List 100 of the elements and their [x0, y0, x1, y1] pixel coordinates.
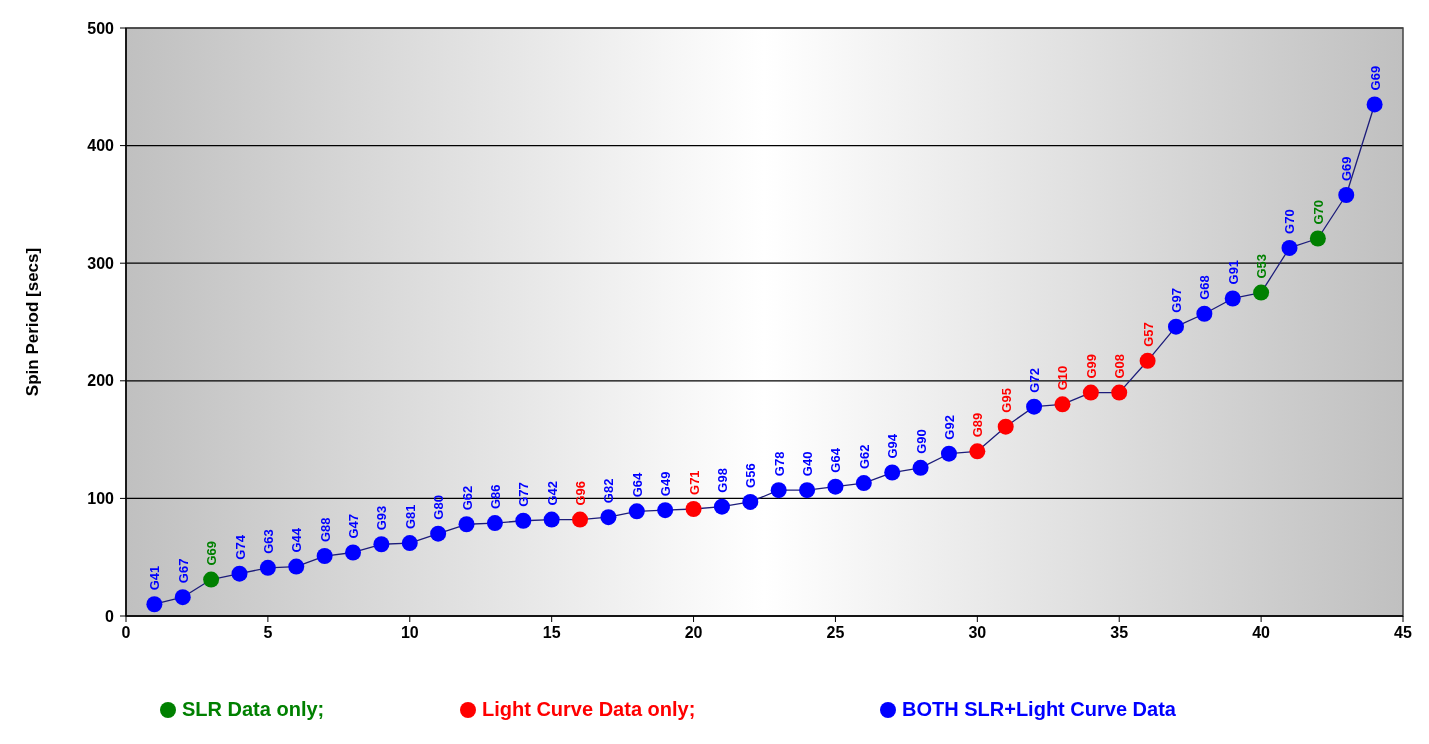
point — [373, 536, 390, 553]
legend-label: SLR Data only; — [182, 698, 325, 720]
annotation: G89 — [970, 412, 986, 438]
annotation: G82 — [601, 478, 617, 504]
x-tick-label: 35 — [1110, 624, 1129, 641]
point — [1281, 239, 1298, 256]
annotation: G69 — [1339, 156, 1355, 181]
annotation: G70 — [1310, 199, 1326, 225]
y-tick-label: 500 — [87, 19, 115, 37]
annotation: G44 — [289, 527, 305, 553]
point — [458, 516, 475, 533]
annotation: G91 — [1225, 259, 1241, 285]
point — [997, 418, 1014, 435]
x-tick-label: 20 — [684, 624, 703, 641]
annotation: G96 — [573, 480, 589, 506]
point — [1054, 396, 1071, 413]
point — [657, 502, 674, 519]
point — [486, 515, 503, 532]
y-axis-title: Spin Period [secs] — [23, 247, 42, 397]
y-tick-label: 200 — [87, 372, 115, 390]
point — [1309, 230, 1326, 247]
y-tick-label: 0 — [105, 607, 115, 625]
annotation: G53 — [1254, 254, 1270, 279]
annotation: G99 — [1083, 353, 1099, 379]
x-tick-label: 5 — [263, 624, 273, 641]
annotation: G42 — [544, 480, 560, 506]
point — [203, 571, 220, 588]
x-tick-label: 0 — [121, 624, 131, 641]
annotation: G10 — [1055, 365, 1071, 391]
point — [742, 493, 759, 510]
annotation: G92 — [941, 415, 957, 440]
point — [259, 559, 276, 576]
annotation: G67 — [175, 558, 191, 584]
x-tick-label: 40 — [1252, 624, 1271, 641]
annotation: G08 — [1112, 353, 1128, 379]
annotation: G47 — [346, 513, 362, 539]
annotation: G62 — [459, 485, 475, 511]
annotation: G80 — [431, 495, 447, 520]
annotation: G64 — [828, 447, 844, 473]
point — [1338, 186, 1355, 203]
point — [543, 511, 560, 528]
annotation: G69 — [204, 540, 220, 566]
point — [1253, 284, 1270, 301]
annotation: G64 — [629, 471, 645, 498]
annotation: G77 — [516, 482, 532, 507]
point — [884, 464, 901, 481]
annotation: G70 — [1282, 209, 1298, 234]
annotation: G56 — [743, 463, 759, 488]
point — [231, 565, 248, 582]
annotation: G95 — [998, 388, 1014, 413]
annotation: G90 — [913, 429, 929, 454]
y-tick-label: 300 — [87, 254, 115, 272]
point — [1366, 96, 1383, 113]
annotation: G72 — [1027, 368, 1043, 393]
point — [628, 503, 645, 520]
annotation: G88 — [317, 517, 333, 543]
annotation: G49 — [658, 471, 674, 497]
annotation: G93 — [374, 505, 390, 531]
point — [1224, 290, 1241, 307]
annotation: G98 — [714, 468, 730, 493]
point — [1196, 305, 1213, 322]
annotation: G41 — [147, 565, 163, 591]
x-tick-label: 15 — [542, 624, 561, 641]
annotation: G78 — [771, 451, 787, 477]
point — [713, 498, 730, 515]
point — [1139, 352, 1156, 369]
legend-label: Light Curve Data only; — [482, 698, 696, 720]
annotation: G63 — [260, 529, 276, 554]
x-tick-label: 30 — [968, 624, 987, 641]
legend-label: BOTH SLR+Light Curve Data — [902, 698, 1177, 720]
point — [799, 482, 816, 499]
point — [1026, 398, 1043, 415]
point — [515, 512, 532, 529]
point — [685, 500, 702, 517]
point — [770, 482, 787, 499]
annotation: G86 — [487, 484, 503, 510]
point — [316, 548, 333, 565]
point — [430, 525, 447, 542]
point — [1167, 318, 1184, 335]
point — [174, 589, 191, 606]
y-tick-label: 100 — [87, 490, 115, 507]
annotation: G97 — [1168, 288, 1184, 313]
point — [940, 445, 957, 462]
annotation: G81 — [402, 504, 418, 530]
point — [912, 459, 929, 476]
x-tick-label: 10 — [400, 624, 419, 641]
point — [969, 443, 986, 460]
x-tick-label: 25 — [826, 624, 845, 641]
annotation: G69 — [1367, 65, 1383, 91]
point — [1082, 384, 1099, 401]
annotation: G40 — [800, 451, 816, 477]
point — [401, 535, 418, 552]
annotation: G74 — [232, 534, 248, 560]
point — [146, 596, 163, 613]
annotation: G57 — [1140, 322, 1156, 347]
point — [288, 558, 305, 575]
x-tick-label: 45 — [1394, 624, 1412, 641]
point — [600, 509, 617, 526]
point — [827, 478, 844, 495]
point — [572, 511, 589, 528]
